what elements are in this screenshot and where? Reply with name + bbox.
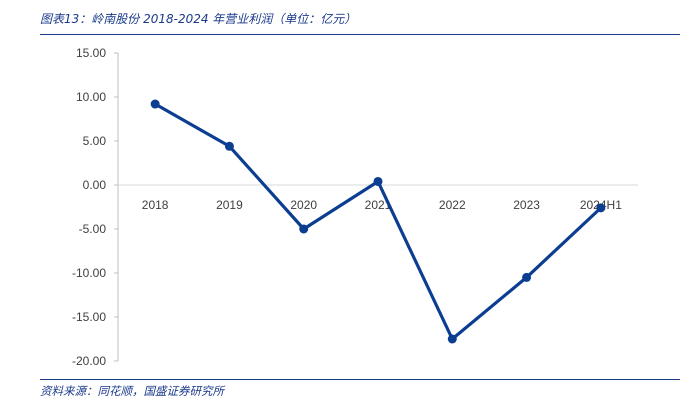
x-tick-labels: 2018201920202021202220232024H1: [142, 198, 622, 212]
data-point: [447, 334, 457, 344]
data-point: [224, 141, 234, 151]
data-point: [373, 176, 383, 186]
data-point: [299, 224, 309, 234]
y-tick-label: 5.00: [83, 134, 107, 148]
figure-title: 图表13：岭南股份 2018-2024 年营业利润（单位：亿元）: [40, 12, 357, 26]
data-point: [596, 203, 606, 213]
x-tick-label: 2022: [439, 198, 466, 212]
y-tick-labels: 15.00 10.00 5.00 0.00 -5.00 -10.00 -15.00 -20.0…: [72, 46, 118, 368]
data-points: [150, 99, 606, 344]
y-tick-label: 10.00: [76, 90, 106, 104]
x-tick-label: 2018: [142, 198, 169, 212]
title-divider: [40, 34, 680, 35]
y-tick-label: -10.00: [72, 266, 106, 280]
footer-divider: [40, 379, 680, 380]
data-point: [522, 272, 532, 282]
series-line: [154, 102, 602, 341]
source-note: 资料来源：同花顺，国盛证券研究所: [40, 384, 224, 398]
y-tick-label: 15.00: [76, 46, 106, 60]
y-tick-label: -20.00: [72, 354, 106, 368]
y-tick-label: 0.00: [83, 178, 107, 192]
x-tick-label: 2020: [290, 198, 317, 212]
x-tick-label: 2021: [365, 198, 392, 212]
data-point: [150, 99, 160, 109]
x-tick-label: 2023: [513, 198, 540, 212]
x-tick-label: 2019: [216, 198, 243, 212]
y-tick-label: -5.00: [79, 222, 107, 236]
y-tick-label: -15.00: [72, 310, 106, 324]
